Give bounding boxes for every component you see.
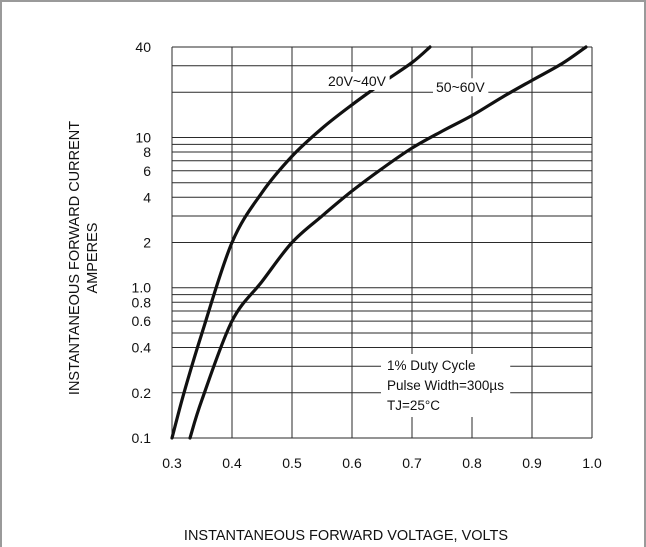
y-tick-label: 0.1 xyxy=(132,430,152,446)
x-tick-label: 0.5 xyxy=(282,455,302,471)
x-tick-label: 0.8 xyxy=(462,455,482,471)
series-label-50v-60v: 50~60V xyxy=(436,79,485,95)
y-tick-label: 4 xyxy=(143,189,151,205)
series-line-50v-60v xyxy=(188,45,588,440)
x-tick-label: 0.3 xyxy=(162,455,182,471)
y-tick-label: 40 xyxy=(135,39,151,55)
x-tick-label: 0.7 xyxy=(402,455,422,471)
x-tick-label: 0.6 xyxy=(342,455,362,471)
labels: 0.3 0.4 0.5 0.6 0.7 0.8 0.9 1.00.10.20.40.60.81… xyxy=(132,39,602,471)
series-label-bg xyxy=(325,72,390,91)
y-tick-label: 0.4 xyxy=(132,340,152,356)
x-tick-label: 0.9 xyxy=(522,455,542,471)
grid xyxy=(171,46,593,439)
annotation-pulse-width: Pulse Width=300µs xyxy=(387,378,504,393)
y-tick-label: 2 xyxy=(143,235,151,251)
y-tick-label: 10 xyxy=(135,129,151,145)
y-tick-label: 0.6 xyxy=(132,313,152,329)
y-tick-label: 6 xyxy=(143,163,151,179)
y-tick-label: 0.8 xyxy=(132,294,152,310)
y-tick-label: 1.0 xyxy=(132,280,152,296)
series-label-20v-40v: 20V~40V xyxy=(328,73,387,89)
y-tick-label: 0.2 xyxy=(132,385,152,401)
annotation-duty-cycle: 1% Duty Cycle xyxy=(387,358,476,373)
annotation-bg xyxy=(381,354,511,417)
x-axis-title: INSTANTANEOUS FORWARD VOLTAGE, VOLTS xyxy=(184,528,508,544)
y-tick-label: 8 xyxy=(143,144,151,160)
x-tick-label: 0.4 xyxy=(222,455,242,471)
x-tick-label: 1.0 xyxy=(582,455,602,471)
y-axis-title-line-1: INSTANTANEOUS FORWARD CURRENT xyxy=(67,121,83,395)
annotation-junction-temp: TJ=25°C xyxy=(387,398,440,413)
y-axis-title-line-2: AMPERES xyxy=(85,223,101,294)
series-label-bg xyxy=(433,78,489,97)
series-line-20v-40v xyxy=(170,45,432,440)
curves xyxy=(170,45,588,440)
